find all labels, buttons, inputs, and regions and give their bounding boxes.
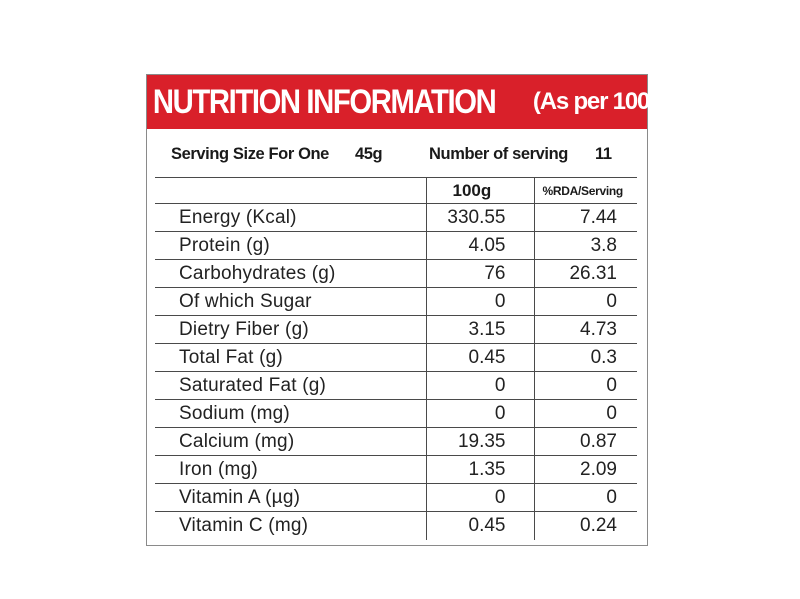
table-row: Energy (Kcal) 330.55 7.44 xyxy=(155,203,637,232)
nutrition-label: NUTRITION INFORMATION (As per 100g) Serv… xyxy=(146,74,671,546)
serving-count-value: 11 xyxy=(595,145,612,163)
nutrient-name: Of which Sugar xyxy=(155,287,426,316)
nutrient-rda: 3.8 xyxy=(533,231,637,260)
nutrient-per-100g: 4.05 xyxy=(425,231,534,260)
nutrient-per-100g: 330.55 xyxy=(425,203,534,232)
nutrient-per-100g: 0.45 xyxy=(425,511,534,540)
table-row: Sodium (mg) 0 0 xyxy=(155,399,637,428)
nutrient-rda: 2.09 xyxy=(533,455,637,484)
nutrient-name: Saturated Fat (g) xyxy=(155,371,426,400)
nutrient-rda: 0 xyxy=(533,399,637,428)
nutrient-name: Total Fat (g) xyxy=(155,343,426,372)
table-row: Protein (g) 4.05 3.8 xyxy=(155,231,637,260)
serving-info: Serving Size For One 45g Number of servi… xyxy=(147,129,647,177)
nutrient-name: Carbohydrates (g) xyxy=(155,259,426,288)
nutrient-per-100g: 0 xyxy=(425,287,534,316)
nutrient-name: Sodium (mg) xyxy=(155,399,426,428)
nutrient-rda: 0 xyxy=(533,371,637,400)
table-row: Saturated Fat (g) 0 0 xyxy=(155,371,637,400)
title-bar: NUTRITION INFORMATION (As per 100g) xyxy=(147,75,671,129)
nutrient-per-100g: 3.15 xyxy=(425,315,534,344)
nutrient-name: Protein (g) xyxy=(155,231,426,260)
nutrient-rda: 0 xyxy=(533,483,637,512)
nutrient-rda: 0 xyxy=(533,287,637,316)
table-header-row: 100g %RDA/Serving xyxy=(155,177,637,204)
label-title-basis: (As per 100g) xyxy=(532,88,671,115)
column-header-rda: %RDA/Serving xyxy=(533,177,637,204)
nutrient-name: Calcium (mg) xyxy=(155,427,426,456)
nutrient-name: Dietry Fiber (g) xyxy=(155,315,426,344)
nutrient-per-100g: 19.35 xyxy=(425,427,534,456)
table-row: Calcium (mg) 19.35 0.87 xyxy=(155,427,637,456)
nutrient-name: Energy (Kcal) xyxy=(155,203,426,232)
column-header-nutrient xyxy=(155,177,426,204)
nutrient-per-100g: 76 xyxy=(425,259,534,288)
nutrition-table: 100g %RDA/Serving Energy (Kcal) 330.55 7… xyxy=(155,177,637,540)
column-header-100g: 100g xyxy=(425,177,534,204)
table-row: Of which Sugar 0 0 xyxy=(155,287,637,316)
nutrient-name: Vitamin C (mg) xyxy=(155,511,426,540)
serving-size-label: Serving Size For One xyxy=(171,145,329,163)
table-row: Vitamin A (µg) 0 0 xyxy=(155,483,637,512)
serving-size-value: 45g xyxy=(355,145,383,163)
nutrient-rda: 7.44 xyxy=(533,203,637,232)
label-title: NUTRITION INFORMATION xyxy=(152,82,497,121)
table-row: Carbohydrates (g) 76 26.31 xyxy=(155,259,637,288)
table-row: Total Fat (g) 0.45 0.3 xyxy=(155,343,637,372)
nutrient-name: Iron (mg) xyxy=(155,455,426,484)
nutrient-per-100g: 0.45 xyxy=(425,343,534,372)
nutrient-rda: 0.87 xyxy=(533,427,637,456)
nutrient-per-100g: 0 xyxy=(425,371,534,400)
table-row: Dietry Fiber (g) 3.15 4.73 xyxy=(155,315,637,344)
nutrient-per-100g: 0 xyxy=(425,483,534,512)
nutrient-rda: 0.24 xyxy=(533,511,637,540)
nutrient-name: Vitamin A (µg) xyxy=(155,483,426,512)
nutrient-per-100g: 0 xyxy=(425,399,534,428)
nutrient-rda: 0.3 xyxy=(533,343,637,372)
nutrient-rda: 26.31 xyxy=(533,259,637,288)
table-row: Iron (mg) 1.35 2.09 xyxy=(155,455,637,484)
table-row: Vitamin C (mg) 0.45 0.24 xyxy=(155,511,637,540)
nutrient-rda: 4.73 xyxy=(533,315,637,344)
nutrient-per-100g: 1.35 xyxy=(425,455,534,484)
serving-count-label: Number of serving xyxy=(429,145,568,163)
